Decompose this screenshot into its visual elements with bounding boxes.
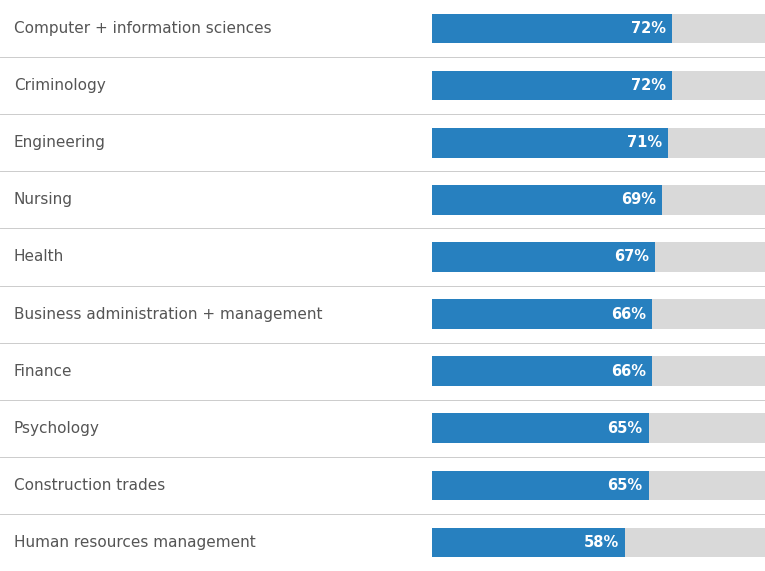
Text: 58%: 58% — [584, 535, 619, 550]
Bar — [432, 299, 652, 329]
Bar — [432, 413, 649, 443]
Text: Psychology: Psychology — [14, 421, 99, 436]
Text: Human resources management: Human resources management — [14, 535, 256, 550]
Bar — [432, 185, 662, 215]
Text: 65%: 65% — [607, 421, 643, 436]
Bar — [432, 471, 765, 500]
Bar — [432, 356, 765, 386]
Text: Engineering: Engineering — [14, 135, 106, 150]
Text: 66%: 66% — [610, 307, 646, 321]
Text: Computer + information sciences: Computer + information sciences — [14, 21, 272, 36]
Text: 67%: 67% — [614, 250, 649, 264]
Bar — [432, 242, 765, 272]
Text: Business administration + management: Business administration + management — [14, 307, 322, 321]
Text: Health: Health — [14, 250, 64, 264]
Text: Finance: Finance — [14, 364, 72, 379]
Bar — [432, 299, 765, 329]
Text: 72%: 72% — [630, 78, 666, 93]
Text: 65%: 65% — [607, 478, 643, 493]
Bar — [432, 528, 625, 557]
Bar — [432, 71, 672, 100]
Bar — [432, 14, 672, 43]
Bar — [432, 128, 669, 158]
Bar — [432, 14, 765, 43]
Text: Nursing: Nursing — [14, 192, 73, 207]
Bar — [432, 128, 765, 158]
Text: 71%: 71% — [627, 135, 662, 150]
Text: 72%: 72% — [630, 21, 666, 36]
Text: 69%: 69% — [620, 192, 656, 207]
Bar — [432, 185, 765, 215]
Bar — [432, 528, 765, 557]
Bar — [432, 71, 765, 100]
Bar — [432, 471, 649, 500]
Text: Criminology: Criminology — [14, 78, 106, 93]
Bar — [432, 356, 652, 386]
Bar — [432, 242, 655, 272]
Text: Construction trades: Construction trades — [14, 478, 165, 493]
Bar — [432, 413, 765, 443]
Text: 66%: 66% — [610, 364, 646, 379]
